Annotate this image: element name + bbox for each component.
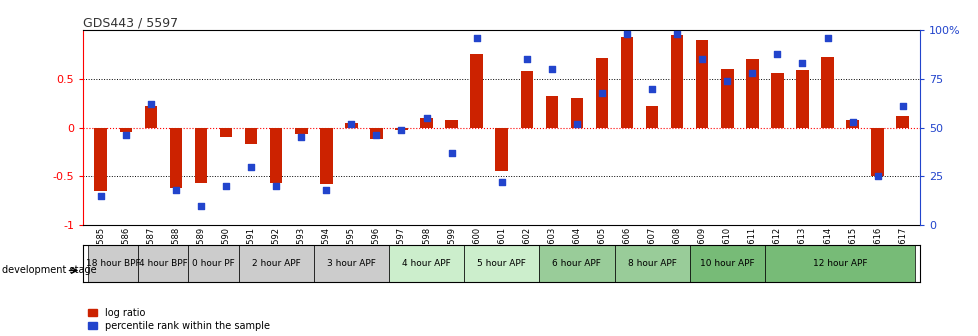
Point	[168, 187, 184, 193]
Point	[594, 90, 609, 95]
Bar	[495, 128, 508, 171]
Text: 8 hour APF: 8 hour APF	[627, 259, 676, 268]
Bar	[764, 245, 914, 282]
Bar	[745, 59, 758, 128]
Text: 18 hour BPF: 18 hour BPF	[86, 259, 141, 268]
Bar	[88, 245, 138, 282]
Bar	[845, 120, 858, 128]
Bar	[244, 128, 257, 144]
Bar	[220, 128, 232, 137]
Bar	[620, 37, 633, 128]
Bar	[645, 106, 657, 128]
Text: 0 hour PF: 0 hour PF	[192, 259, 235, 268]
Point	[819, 35, 834, 41]
Bar	[169, 128, 182, 188]
Bar	[314, 245, 388, 282]
Point	[318, 187, 333, 193]
Bar	[689, 245, 764, 282]
Bar	[95, 128, 107, 191]
Bar	[445, 120, 458, 128]
Text: 4 hour APF: 4 hour APF	[402, 259, 451, 268]
Point	[518, 57, 534, 62]
Bar	[195, 128, 207, 183]
Bar	[388, 245, 464, 282]
Bar	[239, 245, 314, 282]
Bar	[520, 71, 532, 128]
Point	[544, 67, 559, 72]
Text: 2 hour APF: 2 hour APF	[251, 259, 300, 268]
Bar	[539, 245, 614, 282]
Bar	[189, 245, 239, 282]
Point	[693, 57, 709, 62]
Text: GDS443 / 5597: GDS443 / 5597	[83, 16, 178, 29]
Legend: log ratio, percentile rank within the sample: log ratio, percentile rank within the sa…	[88, 308, 269, 331]
Point	[568, 121, 584, 126]
Point	[844, 119, 860, 125]
Point	[644, 86, 659, 91]
Bar	[464, 245, 539, 282]
Point	[769, 51, 784, 56]
Point	[618, 32, 634, 37]
Bar	[294, 128, 307, 133]
Bar	[545, 95, 557, 128]
Bar	[720, 69, 733, 128]
Point	[419, 115, 434, 121]
Bar	[270, 128, 283, 183]
Bar	[320, 128, 333, 184]
Text: 10 hour APF: 10 hour APF	[699, 259, 754, 268]
Bar	[771, 73, 782, 128]
Bar	[119, 128, 132, 132]
Bar	[896, 116, 908, 128]
Point	[293, 135, 309, 140]
Point	[118, 133, 134, 138]
Point	[268, 183, 284, 189]
Bar	[821, 56, 833, 128]
Text: 5 hour APF: 5 hour APF	[477, 259, 525, 268]
Bar	[870, 128, 883, 176]
Point	[343, 121, 359, 126]
Point	[443, 150, 459, 156]
Bar	[470, 54, 482, 128]
Bar	[138, 245, 189, 282]
Bar	[614, 245, 689, 282]
Bar	[370, 128, 382, 139]
Point	[244, 164, 259, 169]
Point	[868, 174, 884, 179]
Bar	[570, 98, 583, 128]
Text: 3 hour APF: 3 hour APF	[327, 259, 376, 268]
Point	[468, 35, 484, 41]
Point	[93, 193, 109, 199]
Point	[743, 71, 759, 76]
Bar	[670, 35, 683, 128]
Text: 4 hour BPF: 4 hour BPF	[139, 259, 188, 268]
Point	[493, 179, 509, 185]
Point	[143, 101, 158, 107]
Bar	[795, 70, 808, 128]
Point	[393, 127, 409, 132]
Point	[369, 133, 384, 138]
Point	[794, 61, 810, 66]
Bar	[345, 123, 357, 128]
Text: 12 hour APF: 12 hour APF	[812, 259, 867, 268]
Point	[894, 103, 910, 109]
Bar	[595, 57, 607, 128]
Bar	[145, 106, 157, 128]
Point	[193, 203, 208, 208]
Text: 6 hour APF: 6 hour APF	[552, 259, 600, 268]
Point	[218, 183, 234, 189]
Text: development stage: development stage	[2, 265, 97, 276]
Bar	[695, 40, 708, 128]
Bar	[420, 118, 432, 128]
Bar	[395, 128, 408, 130]
Point	[719, 78, 734, 84]
Point	[669, 32, 685, 37]
